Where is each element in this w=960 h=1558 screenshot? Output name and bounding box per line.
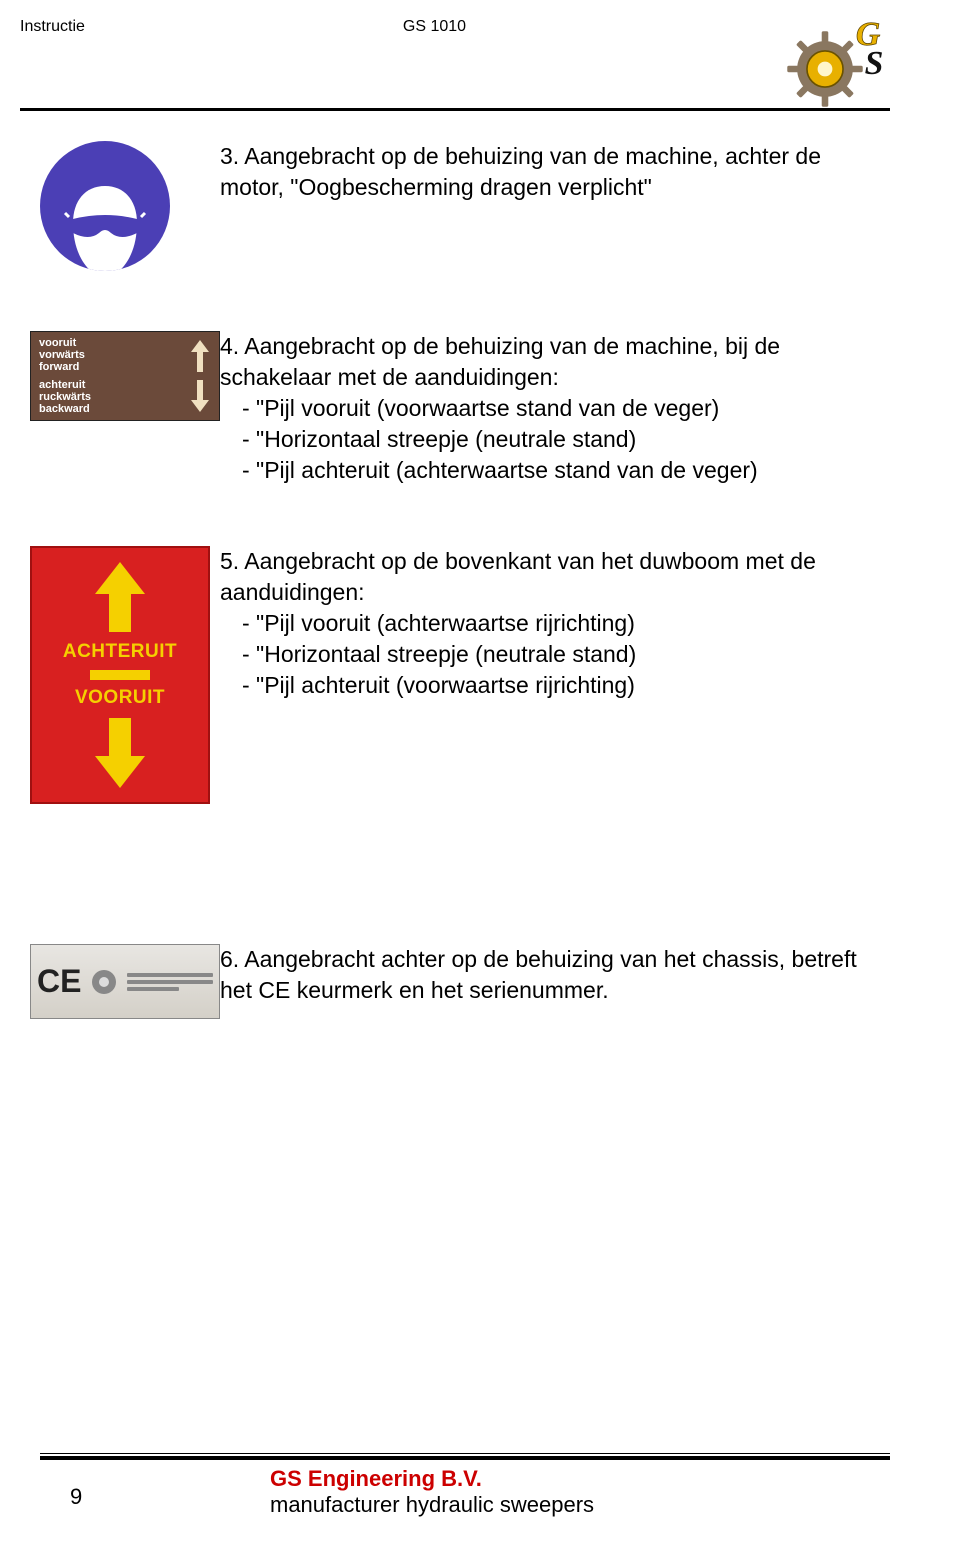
company-logo: G S bbox=[784, 18, 890, 106]
page-footer: 9 GS Engineering B.V. manufacturer hydra… bbox=[0, 1453, 960, 1518]
sign5-bottom: VOORUIT bbox=[75, 687, 165, 709]
item-3-text: 3. Aangebracht op de behuizing van de ma… bbox=[220, 141, 890, 203]
item-5-text: 5. Aangebracht op de bovenkant van het d… bbox=[220, 546, 890, 701]
eye-protection-sign bbox=[30, 141, 220, 271]
switch-direction-label: vooruit vorwärts forward achteruit ruckw… bbox=[30, 331, 220, 421]
item-4-bullet-1: - "Horizontaal streepje (neutrale stand) bbox=[220, 424, 890, 455]
label4-line1c: forward bbox=[39, 361, 79, 373]
content-area: 3. Aangebracht op de behuizing van de ma… bbox=[0, 111, 960, 1019]
label4-line1b: vorwärts bbox=[39, 349, 85, 361]
item-6: CE 6. Aangebracht achter op de behuizing… bbox=[30, 944, 890, 1019]
item-4-bullet-2: - "Pijl achteruit (achterwaartse stand v… bbox=[220, 455, 890, 486]
big-arrow-up-icon bbox=[91, 560, 149, 634]
footer-rule-thin bbox=[40, 1453, 890, 1454]
item-6-text: 6. Aangebracht achter op de behuizing va… bbox=[220, 944, 890, 1006]
label4-line1a: vooruit bbox=[39, 337, 76, 349]
page-header: Instructie GS 1010 G S bbox=[0, 0, 960, 106]
item-3-lead: 3. Aangebracht op de behuizing van de ma… bbox=[220, 141, 890, 203]
item-4-bullet-0: - "Pijl vooruit (voorwaartse stand van d… bbox=[220, 393, 890, 424]
item-5: ACHTERUIT VOORUIT 5. Aangebracht op de b… bbox=[30, 546, 890, 804]
label4-line2b: ruckwärts bbox=[39, 391, 91, 403]
arrow-up-icon bbox=[189, 338, 211, 374]
label4-line2c: backward bbox=[39, 403, 90, 415]
plate-gear-icon bbox=[89, 967, 119, 997]
big-arrow-down-icon bbox=[91, 716, 149, 790]
page-number: 9 bbox=[40, 1466, 270, 1518]
item-4: vooruit vorwärts forward achteruit ruckw… bbox=[30, 331, 890, 486]
header-title-left: Instructie bbox=[20, 18, 85, 36]
svg-text:S: S bbox=[865, 45, 884, 82]
item-6-lead: 6. Aangebracht achter op de behuizing va… bbox=[220, 944, 890, 1006]
label4-line2a: achteruit bbox=[39, 379, 85, 391]
direction-sign: ACHTERUIT VOORUIT bbox=[30, 546, 220, 804]
ce-nameplate: CE bbox=[30, 944, 220, 1019]
item-5-bullet-0: - "Pijl vooruit (achterwaartse rijrichti… bbox=[220, 608, 890, 639]
header-title-mid: GS 1010 bbox=[403, 18, 466, 36]
item-4-lead: 4. Aangebracht op de behuizing van de ma… bbox=[220, 331, 890, 393]
item-5-bullet-1: - "Horizontaal streepje (neutrale stand) bbox=[220, 639, 890, 670]
arrow-down-icon bbox=[189, 378, 211, 414]
item-4-text: 4. Aangebracht op de behuizing van de ma… bbox=[220, 331, 890, 486]
sign5-top: ACHTERUIT bbox=[63, 641, 177, 663]
footer-tagline: manufacturer hydraulic sweepers bbox=[270, 1492, 594, 1518]
footer-company: GS Engineering B.V. bbox=[270, 1466, 594, 1492]
goggles-icon bbox=[55, 181, 155, 271]
footer-rule-thick bbox=[40, 1456, 890, 1460]
item-5-bullet-2: - "Pijl achteruit (voorwaartse rijrichti… bbox=[220, 670, 890, 701]
neutral-dash-icon bbox=[90, 670, 150, 680]
gs-letters-icon: G S bbox=[850, 12, 894, 88]
ce-mark: CE bbox=[37, 963, 81, 1000]
item-3: 3. Aangebracht op de behuizing van de ma… bbox=[30, 141, 890, 271]
item-5-lead: 5. Aangebracht op de bovenkant van het d… bbox=[220, 546, 890, 608]
